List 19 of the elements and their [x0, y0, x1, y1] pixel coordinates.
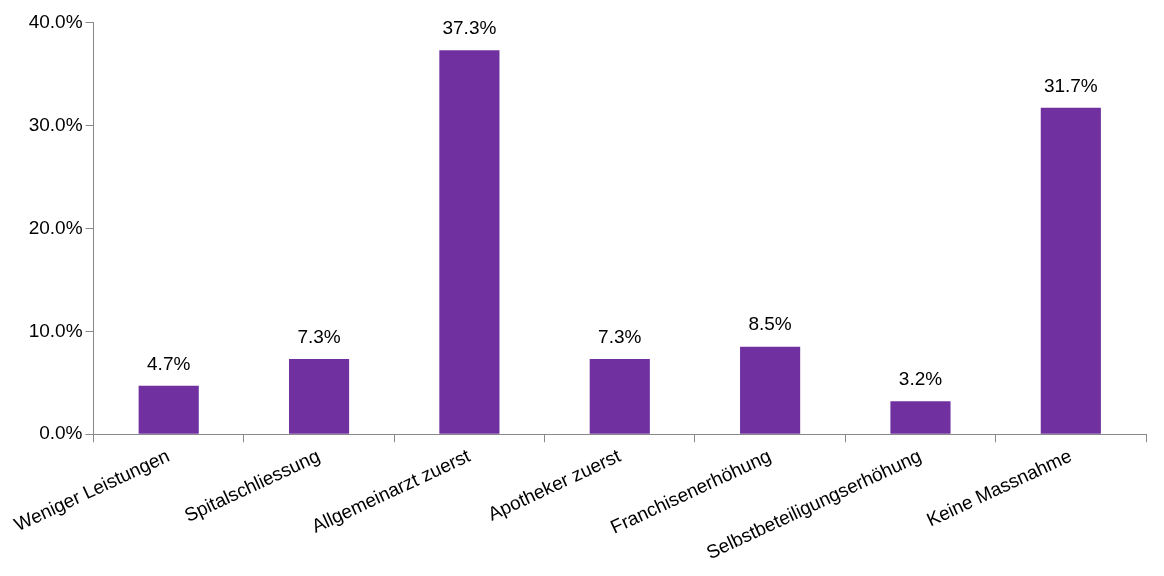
- data-label: 31.7%: [1043, 74, 1098, 96]
- y-tick-label: 10.0%: [28, 319, 83, 341]
- bar: [138, 385, 199, 434]
- data-label: 37.3%: [442, 16, 497, 38]
- data-label: 7.3%: [297, 325, 341, 347]
- bar: [890, 401, 951, 434]
- data-label: 8.5%: [748, 313, 792, 335]
- data-label: 7.3%: [598, 325, 642, 347]
- y-tick-label: 0.0%: [39, 422, 83, 444]
- bar: [1040, 107, 1101, 434]
- data-label: 3.2%: [898, 368, 943, 390]
- y-tick-label: 40.0%: [28, 10, 83, 32]
- y-tick-label: 30.0%: [28, 113, 83, 135]
- bar: [589, 359, 650, 434]
- data-label: 4.7%: [147, 352, 191, 374]
- bar: [740, 346, 801, 434]
- bar: [439, 50, 500, 434]
- y-tick-label: 20.0%: [28, 216, 83, 238]
- bar: [288, 359, 350, 434]
